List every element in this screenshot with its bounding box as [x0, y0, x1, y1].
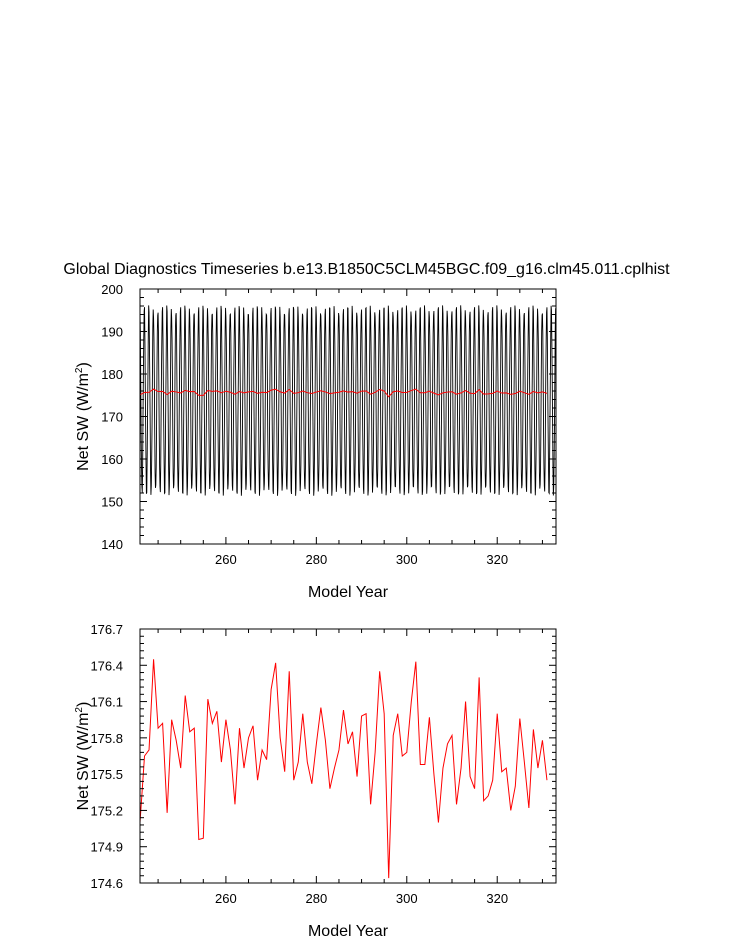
y-tick-label: 180 [101, 367, 123, 382]
plot-frame [139, 628, 557, 884]
annual-mean-series-line [140, 659, 548, 879]
x-axis-title: Model Year [308, 584, 389, 601]
y-tick-label: 160 [101, 452, 123, 467]
plot-area [140, 305, 556, 496]
y-tick-label: 176.4 [90, 658, 123, 673]
y-axis-title: Net SW (W/m2) [74, 362, 92, 471]
y-tick-label: 190 [101, 325, 123, 340]
x-tick-label: 300 [396, 552, 418, 567]
y-tick-label: 140 [101, 537, 123, 552]
page-title: Global Diagnostics Timeseries b.e13.B185… [63, 261, 670, 278]
bottom-panel: 260 280 300 320 174.6 174.9 175.2 175.5 175.8 176… [74, 622, 557, 940]
x-axis-title: Model Year [308, 923, 389, 940]
x-tick-label: 280 [305, 891, 327, 906]
y-tick-label: 170 [101, 410, 123, 425]
plot-area [140, 659, 548, 879]
y-tick-label: 200 [101, 282, 123, 297]
x-tick-label: 280 [305, 552, 327, 567]
x-tick-label: 260 [215, 552, 237, 567]
y-tick-label: 175.8 [90, 731, 123, 746]
y-tick-label: 150 [101, 495, 123, 510]
y-tick-label: 174.9 [90, 840, 123, 855]
x-tick-label: 320 [486, 891, 508, 906]
top-panel: 260 280 300 320 140 150 160 170 180 190 200 Model Y… [74, 282, 557, 601]
y-tick-label: 175.5 [90, 767, 123, 782]
y-tick-label: 176.1 [90, 695, 123, 710]
x-tick-label: 300 [396, 891, 418, 906]
y-tick-label: 176.7 [90, 622, 123, 637]
monthly-series-line [140, 305, 556, 496]
x-tick-label: 320 [486, 552, 508, 567]
y-tick-label: 174.6 [90, 876, 123, 891]
annual-mean-series-line [140, 388, 548, 398]
y-tick-label: 175.2 [90, 803, 123, 818]
x-tick-label: 260 [215, 891, 237, 906]
y-axis-title: Net SW (W/m2) [74, 702, 92, 811]
